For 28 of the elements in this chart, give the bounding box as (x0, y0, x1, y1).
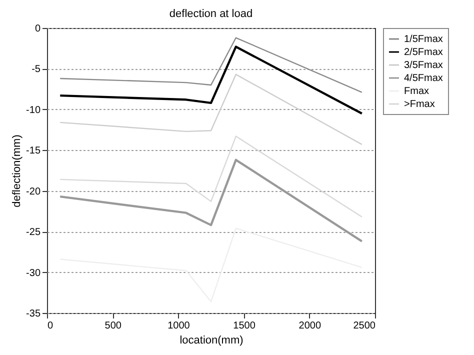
legend-label: 2/5Fmax (404, 47, 443, 58)
y-axis-title: deflection(mm) (11, 134, 24, 208)
chart-title: deflection at load (169, 8, 253, 20)
y-tick-label: -25 (26, 227, 41, 238)
x-tick-label: 1000 (168, 320, 190, 332)
x-tick-label: 1500 (233, 320, 256, 332)
legend-label: 3/5Fmax (404, 60, 443, 71)
legend-label: >Fmax (404, 99, 435, 110)
line-series (60, 136, 362, 218)
line-series (59, 46, 363, 115)
y-tick-label: -35 (26, 308, 41, 320)
y-tick-label: -20 (26, 186, 41, 198)
legend-label: 1/5Fmax (404, 34, 443, 45)
y-tick-label: -10 (26, 104, 41, 116)
x-tick-label: 500 (104, 320, 122, 332)
line-series (60, 37, 362, 93)
x-tick-label: 0 (48, 320, 54, 332)
line-series (60, 74, 362, 146)
legend-label: 4/5Fmax (404, 73, 443, 84)
y-tick-label: -30 (26, 268, 41, 279)
y-tick-label: -5 (32, 64, 41, 76)
x-tick-label: 2500 (353, 320, 376, 332)
line-series (60, 228, 362, 302)
y-tick-label: 0 (34, 24, 41, 34)
x-tick-label: 2000 (298, 320, 322, 332)
x-axis-title: location(mm) (180, 334, 244, 346)
legend-label: Fmax (404, 86, 429, 97)
y-tick-label: -15 (26, 146, 41, 157)
